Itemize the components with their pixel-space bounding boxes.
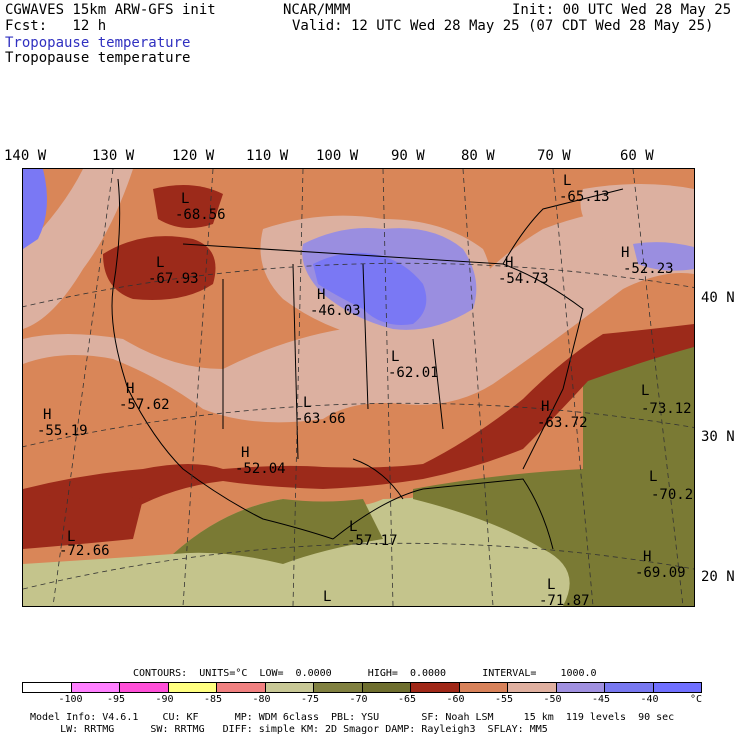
valid-time: Valid: 12 UTC Wed 28 May 25 (07 CDT Wed …	[292, 18, 714, 34]
field-title-colored: Tropopause temperature	[5, 35, 191, 51]
pressure-center-mark: H	[241, 445, 250, 461]
colorbar-tick-label: -80	[252, 694, 271, 705]
map-value-label: -46.03	[310, 303, 361, 319]
longitude-label: 120 W	[172, 148, 215, 164]
pressure-center-mark: L	[391, 349, 400, 365]
map-value-label: -70.2	[651, 487, 694, 503]
colorbar-swatch	[555, 682, 605, 693]
pressure-center-mark: L	[349, 519, 358, 535]
colorbar-swatch	[119, 682, 169, 693]
longitude-label: 130 W	[92, 148, 135, 164]
pressure-center-mark: H	[126, 381, 135, 397]
longitude-label: 80 W	[461, 148, 495, 164]
longitude-label: 100 W	[316, 148, 359, 164]
colorbar-swatch	[361, 682, 411, 693]
pressure-center-mark: L	[547, 577, 556, 593]
pressure-center-mark: H	[505, 255, 514, 271]
latitude-label: 20 N	[701, 569, 735, 585]
map-value-label: -52.23	[623, 261, 674, 277]
colorbar-swatch	[70, 682, 120, 693]
colorbar-tick-label: -100	[58, 694, 83, 705]
organization-label: NCAR/MMM	[283, 2, 351, 18]
map-value-label: -72.66	[59, 543, 110, 559]
latitude-label: 40 N	[701, 290, 735, 306]
map-value-label: -63.66	[295, 411, 346, 427]
map-value-label: -69.09	[635, 565, 686, 581]
colorbar-swatch	[22, 682, 72, 693]
model-info-line1: Model Info: V4.6.1 CU: KF MP: WDM 6class…	[30, 712, 675, 723]
longitude-label: 60 W	[620, 148, 654, 164]
pressure-center-mark: L	[156, 255, 165, 271]
colorbar-tick-label: -75	[301, 694, 320, 705]
map-value-label: -68.56	[175, 207, 226, 223]
map-value-label: -67.93	[148, 271, 199, 287]
pressure-center-mark: L	[181, 191, 190, 207]
colorbar-tick-label: -70	[349, 694, 368, 705]
map-value-label: -63.72	[537, 415, 588, 431]
map-value-label: -65.13	[559, 189, 610, 205]
map-value-label: -62.01	[388, 365, 439, 381]
map-value-label: -55.19	[37, 423, 88, 439]
colorbar-tick-label: -85	[204, 694, 223, 705]
pressure-center-mark: L	[649, 469, 658, 485]
colorbar-swatch	[410, 682, 460, 693]
forecast-hour: Fcst: 12 h	[5, 18, 107, 34]
colorbar-tick-label: -55	[495, 694, 514, 705]
map-panel: L -68.56 L -67.93 H -46.03 L -62.01 H -5…	[12, 168, 704, 609]
model-title: CGWAVES 15km ARW-GFS init	[5, 2, 216, 18]
colorbar-swatch	[604, 682, 654, 693]
map-value-label: -52.04	[235, 461, 286, 477]
longitude-label: 70 W	[537, 148, 571, 164]
pressure-center-mark: H	[43, 407, 52, 423]
pressure-center-mark: H	[541, 399, 550, 415]
field-title-contour: Tropopause temperature	[5, 50, 191, 66]
colorbar-swatch	[216, 682, 266, 693]
map-value-label: -57.62	[119, 397, 170, 413]
colorbar-tick-label: -95	[107, 694, 126, 705]
map-value-label: -73.12	[641, 401, 692, 417]
pressure-center-mark: L	[303, 395, 312, 411]
colorbar-swatch	[264, 682, 314, 693]
colorbar-unit: °C	[690, 694, 703, 705]
colorbar-swatch	[313, 682, 363, 693]
longitude-label: 90 W	[391, 148, 425, 164]
pressure-center-mark: H	[643, 549, 652, 565]
colorbar-tick-label: -60	[446, 694, 465, 705]
model-info-line2: LW: RRTMG SW: RRTMG DIFF: simple KM: 2D …	[30, 724, 548, 735]
pressure-center-mark: L	[323, 589, 332, 605]
colorbar-tick-label: -45	[592, 694, 611, 705]
colorbar-tick-label: -90	[155, 694, 174, 705]
colorbar-tick-label: -40	[640, 694, 659, 705]
init-time: Init: 00 UTC Wed 28 May 25	[512, 2, 732, 18]
colorbar-tick-label: -50	[543, 694, 562, 705]
map-value-label: -57.17	[347, 533, 398, 549]
latitude-label: 30 N	[701, 429, 735, 445]
tropopause-temperature-map	[12, 168, 704, 607]
contours-info: CONTOURS: UNITS=°C LOW= 0.0000 HIGH= 0.0…	[133, 668, 597, 679]
colorbar-tick-label: -65	[398, 694, 417, 705]
pressure-center-mark: H	[621, 245, 630, 261]
pressure-center-mark: L	[641, 383, 650, 399]
pressure-center-mark: L	[563, 173, 572, 189]
pressure-center-mark: L	[67, 529, 76, 545]
map-value-label: -54.73	[498, 271, 549, 287]
longitude-label: 110 W	[246, 148, 289, 164]
colorbar-swatch	[167, 682, 217, 693]
colorbar-swatch	[458, 682, 508, 693]
colorbar-swatch	[507, 682, 557, 693]
pressure-center-mark: H	[317, 287, 326, 303]
map-value-label: -71.87	[539, 593, 590, 609]
longitude-label: 140 W	[4, 148, 47, 164]
colorbar-swatch	[652, 682, 702, 693]
